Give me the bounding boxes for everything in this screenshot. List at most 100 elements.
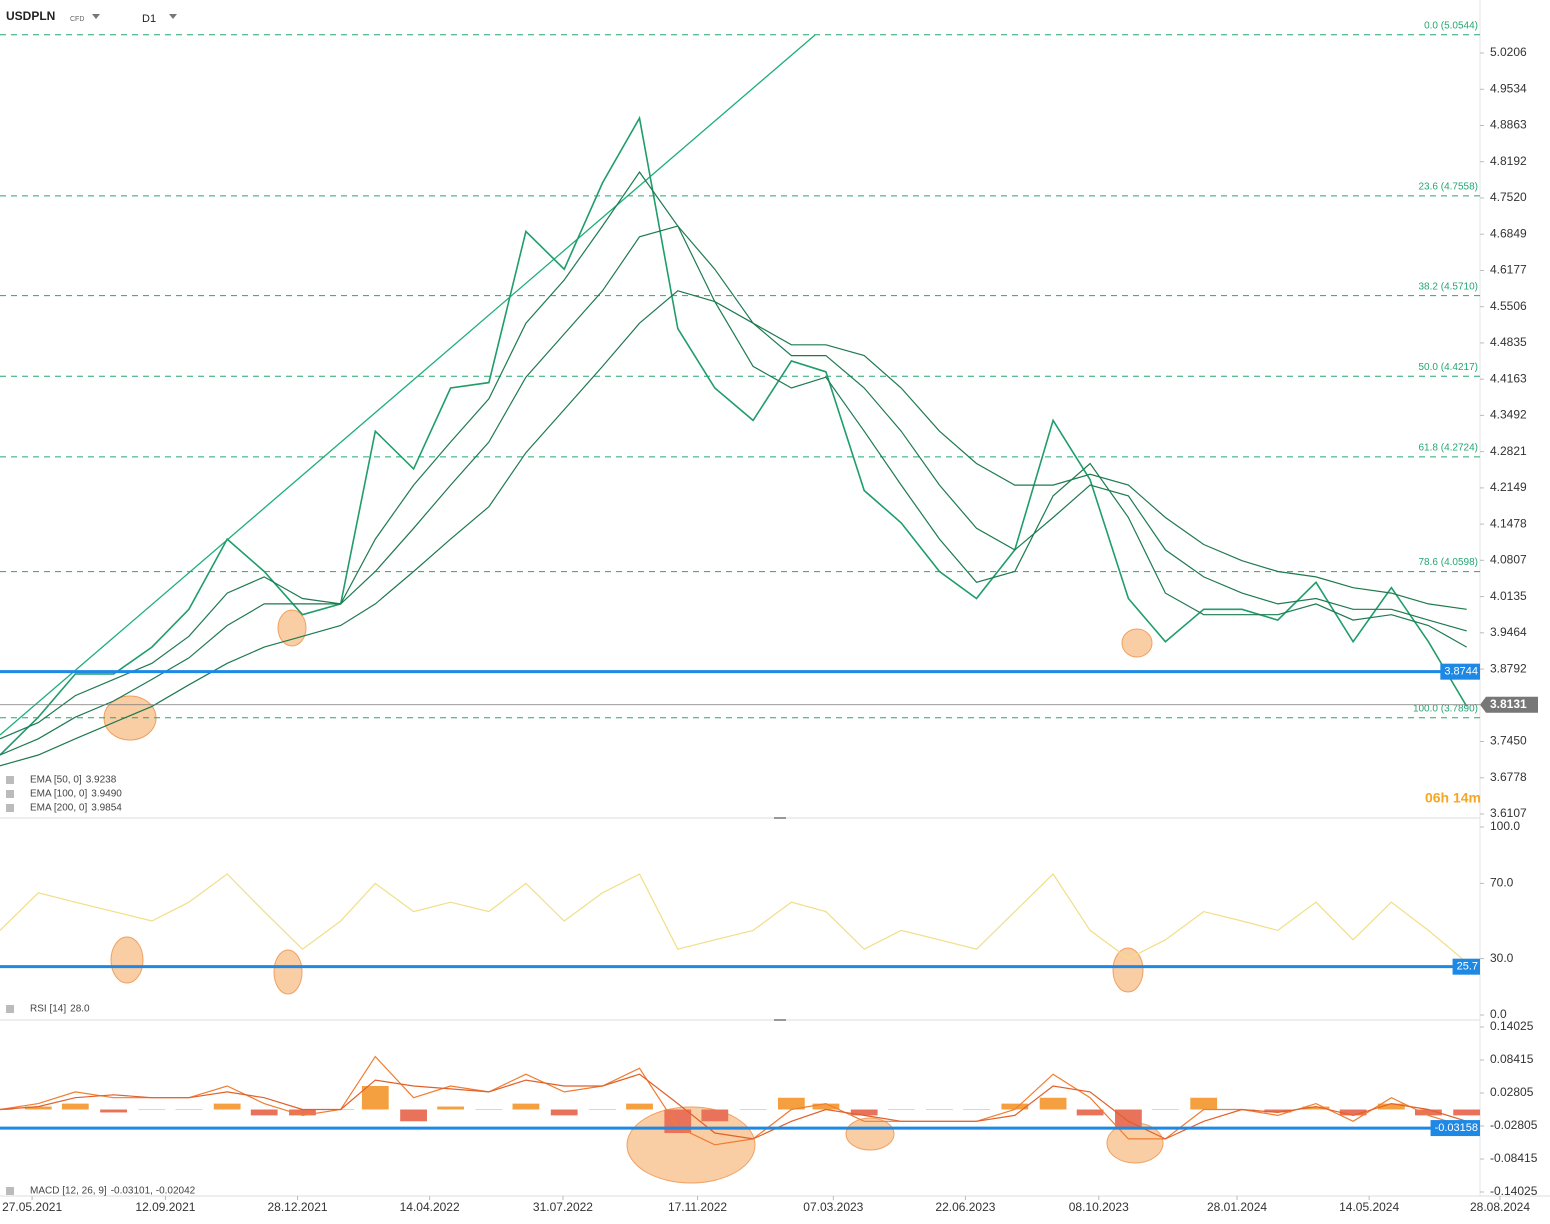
legend-icon	[6, 804, 14, 812]
y-tick-label: 3.6107	[1490, 806, 1527, 820]
trend-line	[0, 34, 816, 736]
histogram-bar	[963, 1109, 990, 1110]
fib-label: 78.6 (4.0598)	[1419, 557, 1479, 568]
y-tick-label: 4.1478	[1490, 516, 1527, 530]
histogram-bar	[361, 1085, 389, 1110]
resize-handle[interactable]	[774, 817, 786, 819]
histogram-bar	[437, 1106, 465, 1110]
histogram-bar	[550, 1109, 578, 1116]
histogram-bar	[213, 1103, 241, 1110]
histogram-bar	[475, 1109, 503, 1110]
histogram-bar	[61, 1103, 89, 1110]
highlight	[845, 1117, 895, 1151]
histogram-bar	[701, 1109, 729, 1122]
legend-icon	[6, 776, 14, 784]
histogram-bar	[100, 1109, 127, 1113]
countdown: 06h 14m	[1425, 790, 1481, 806]
y-tick-label: 3.9464	[1490, 625, 1527, 639]
x-tick-label: 28.08.2024	[1470, 1200, 1530, 1214]
y-tick-label: -0.08415	[1490, 1151, 1538, 1165]
legend-value: 3.9238	[86, 775, 117, 786]
y-tick-label: 4.0807	[1490, 552, 1527, 566]
histogram-bar	[777, 1097, 805, 1110]
legend-icon	[6, 1187, 14, 1195]
x-tick-label: 28.01.2024	[1207, 1200, 1267, 1214]
histogram-bar	[850, 1109, 878, 1116]
y-tick-label: 4.2149	[1490, 480, 1527, 494]
histogram-bar	[138, 1109, 166, 1110]
histogram-bar	[626, 1103, 653, 1110]
y-tick-label: 4.6177	[1490, 263, 1527, 277]
histogram-bar	[1264, 1109, 1292, 1113]
y-tick-label: 4.7520	[1490, 190, 1527, 204]
histogram-bar	[926, 1109, 953, 1110]
histogram-bar	[1115, 1109, 1142, 1128]
histogram-bar	[24, 1106, 52, 1110]
timeframe-dropdown[interactable]	[169, 14, 177, 19]
x-tick-label: 28.12.2021	[267, 1200, 327, 1214]
histogram-bar	[512, 1103, 540, 1110]
y-tick-label: 0.02805	[1490, 1085, 1534, 1099]
histogram-bar	[1377, 1103, 1405, 1110]
y-tick-label: 4.4835	[1490, 335, 1527, 349]
support-label: 3.8744	[1444, 666, 1478, 678]
x-tick-label: 14.05.2024	[1339, 1200, 1399, 1214]
legend-name: EMA [200, 0]	[30, 803, 87, 814]
y-tick-label: 70.0	[1490, 876, 1514, 890]
fib-label: 23.6 (4.7558)	[1419, 182, 1479, 193]
legend-value: 28.0	[70, 1004, 90, 1015]
y-tick-label: 3.6778	[1490, 770, 1527, 784]
symbol-dropdown[interactable]	[92, 14, 100, 19]
legend-value: 3.9490	[91, 789, 122, 800]
y-tick-label: 4.0135	[1490, 589, 1527, 603]
symbol[interactable]: USDPLN	[6, 9, 55, 23]
histogram-bar	[812, 1103, 840, 1110]
histogram-bar	[1190, 1097, 1218, 1110]
histogram-bar	[175, 1109, 203, 1110]
legend-value: -0.03101, -0.02042	[111, 1186, 196, 1197]
histogram-bar	[400, 1109, 427, 1122]
legend-name: EMA [50, 0]	[30, 775, 82, 786]
support-label-box	[1440, 663, 1480, 680]
y-tick-label: 4.8863	[1490, 118, 1527, 132]
support-label: 25.7	[1457, 961, 1478, 973]
y-tick-label: 4.5506	[1490, 299, 1527, 313]
x-tick-label: 31.07.2022	[533, 1200, 593, 1214]
histogram-bar	[250, 1109, 278, 1116]
timeframe[interactable]: D1	[142, 13, 156, 25]
y-tick-label: 100.0	[1490, 819, 1520, 833]
histogram-bar	[1039, 1097, 1067, 1110]
highlight	[626, 1106, 756, 1184]
y-tick-label: 4.9534	[1490, 81, 1527, 95]
fib-label: 38.2 (4.5710)	[1419, 281, 1479, 292]
y-tick-label: 5.0206	[1490, 45, 1527, 59]
fib-label: 50.0 (4.4217)	[1419, 362, 1479, 373]
legend-name: MACD [12, 26, 9]	[30, 1186, 107, 1197]
highlights	[103, 609, 1164, 1184]
x-tick-label: 14.04.2022	[400, 1200, 460, 1214]
y-tick-label: 3.7450	[1490, 734, 1527, 748]
fib-label: 61.8 (4.2724)	[1419, 442, 1479, 453]
x-tick-label: 08.10.2023	[1069, 1200, 1129, 1214]
y-tick-label: 4.4163	[1490, 371, 1527, 385]
instrument-type: CFD	[70, 16, 84, 23]
y-tick-label: 0.0	[1490, 1007, 1507, 1021]
histogram-bar	[739, 1109, 767, 1110]
histogram-bar	[1001, 1103, 1029, 1110]
last-price-label: 3.8131	[1490, 697, 1527, 711]
histogram-bar	[887, 1109, 915, 1110]
y-tick-label: 3.8792	[1490, 661, 1527, 675]
fib-label: 100.0 (3.7890)	[1413, 703, 1478, 714]
support-label: -0.03158	[1435, 1122, 1478, 1134]
histogram-bar	[1302, 1106, 1330, 1110]
legend-name: RSI [14]	[30, 1004, 66, 1015]
series-line	[0, 171, 1467, 740]
x-tick-label: 27.05.2021	[2, 1200, 62, 1214]
histogram-bar	[589, 1109, 616, 1110]
series-line	[0, 873, 1468, 963]
fib-label: 0.0 (5.0544)	[1424, 20, 1478, 31]
highlight	[277, 609, 307, 647]
resize-handle[interactable]	[774, 1019, 786, 1021]
x-tick-label: 07.03.2023	[803, 1200, 863, 1214]
